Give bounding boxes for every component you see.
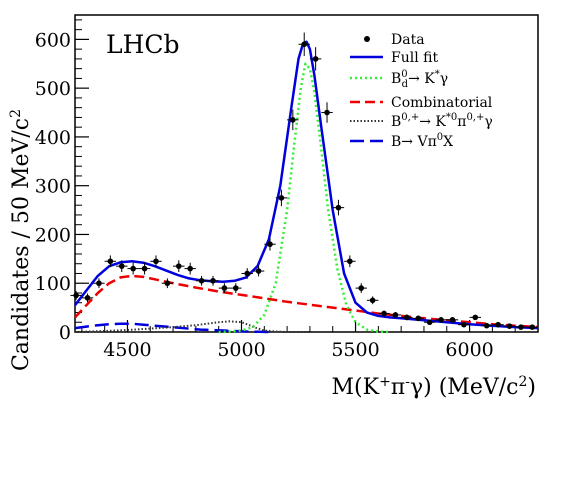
- series-line: [74, 322, 269, 334]
- y-axis-title: Candidates / 50 MeV/c2: [8, 109, 34, 371]
- data-point: [138, 262, 151, 275]
- data-point: [218, 283, 231, 293]
- data-point: [412, 315, 424, 322]
- data-point: [366, 296, 379, 305]
- x-tick-label: 5500: [331, 339, 379, 361]
- series-line: [74, 320, 310, 333]
- data-point: [389, 312, 402, 318]
- data-point: [401, 314, 413, 321]
- data-point: [252, 265, 265, 277]
- data-point: [492, 321, 504, 328]
- axis-ticks: 4500 5000 5500 6000 0 100 200 300 400 500 600: [35, 19, 539, 361]
- legend-label-vpi0x: B→ Vπ0X: [391, 132, 453, 150]
- y-tick-label: 200: [35, 224, 71, 246]
- legend-marker-data: [364, 36, 370, 42]
- y-tick-label: 100: [35, 273, 71, 295]
- legend: Data Full fit B0 d→ K*γ Combinatorial B0,…: [350, 32, 493, 150]
- series-line: [218, 62, 390, 334]
- data-point: [423, 319, 436, 326]
- y-tick-label: 400: [35, 127, 71, 149]
- legend-label-data: Data: [391, 32, 425, 48]
- y-tick-label: 600: [35, 29, 71, 51]
- data-point: [195, 275, 208, 286]
- data-points: [70, 32, 538, 330]
- data-point: [515, 324, 527, 330]
- data-point: [116, 260, 128, 273]
- data-point: [435, 317, 447, 323]
- data-point: [469, 314, 481, 321]
- data-point: [184, 262, 196, 275]
- data-point: [458, 321, 470, 328]
- data-point: [93, 278, 105, 289]
- y-tick-label: 500: [35, 78, 71, 100]
- series-line: [74, 274, 539, 329]
- data-point: [230, 283, 242, 293]
- data-point: [81, 293, 94, 303]
- x-axis-title: M(K+π-γ) (MeV/c2): [332, 374, 536, 400]
- legend-label-full-fit: Full fit: [391, 50, 438, 66]
- data-point: [332, 199, 345, 216]
- legend-label-partial-reco: B0,+→ K*0π0,+γ: [391, 112, 493, 130]
- data-point: [526, 324, 538, 330]
- y-tick-label: 300: [35, 176, 71, 198]
- data-point: [287, 109, 299, 131]
- data-point: [321, 102, 333, 123]
- data-point: [173, 260, 185, 273]
- data-point: [446, 317, 459, 323]
- legend-label-combinatorial: Combinatorial: [391, 95, 493, 111]
- data-point: [70, 291, 82, 300]
- x-tick-label: 6000: [445, 339, 493, 361]
- y-tick-label: 0: [59, 322, 71, 344]
- data-point: [207, 275, 219, 286]
- data-point: [298, 32, 310, 56]
- data-point: [378, 310, 390, 317]
- data-point: [241, 268, 253, 279]
- data-point: [150, 255, 162, 268]
- legend-label-signal: B0 d→ K*γ: [391, 69, 448, 90]
- x-tick-label: 4500: [103, 339, 151, 361]
- data-point: [503, 323, 516, 329]
- data-point: [355, 283, 367, 293]
- data-point: [264, 237, 276, 251]
- plot-frame: [74, 14, 539, 333]
- experiment-label: LHCb: [106, 30, 180, 59]
- data-point: [309, 47, 322, 71]
- x-tick-label: 5000: [217, 339, 265, 361]
- data-point: [161, 278, 174, 289]
- data-point: [480, 322, 493, 329]
- data-point: [275, 189, 288, 207]
- data-point: [127, 262, 139, 275]
- data-point: [104, 255, 117, 268]
- fit-curves: [74, 40, 539, 334]
- data-point: [344, 255, 356, 268]
- series-line: [74, 40, 539, 330]
